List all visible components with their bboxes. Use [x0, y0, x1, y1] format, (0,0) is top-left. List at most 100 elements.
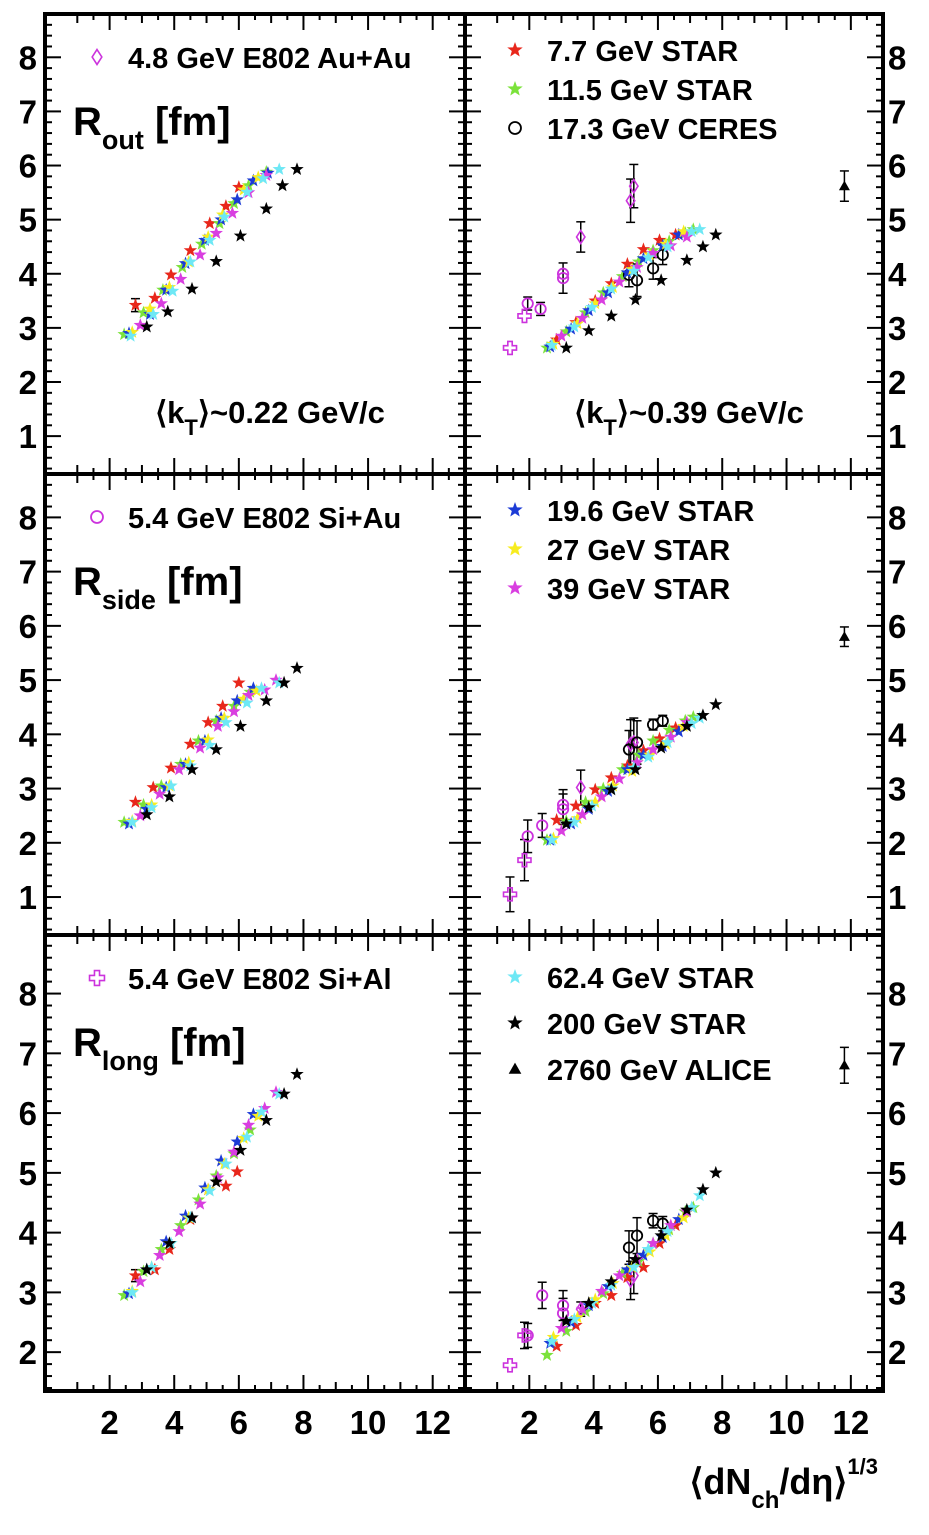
y-tick-label-right: 2 — [888, 1334, 906, 1371]
x-tick-label: 2 — [520, 1404, 538, 1441]
y-tick-label-left: 3 — [19, 771, 37, 808]
star-marker — [709, 227, 723, 241]
kt-label-sub: T — [184, 415, 198, 440]
star-marker — [219, 199, 233, 212]
cross-marker — [502, 1358, 518, 1373]
star-marker — [709, 697, 723, 711]
panel-title-sub: out — [102, 125, 144, 155]
star-marker — [507, 501, 523, 517]
y-tick-label-right: 3 — [888, 1274, 906, 1311]
legend-label: 39 GeV STAR — [547, 574, 730, 606]
y-tick-label-right: 3 — [888, 771, 906, 808]
star-marker — [185, 281, 199, 295]
star-marker — [507, 540, 523, 556]
circle-marker — [622, 1241, 636, 1254]
triangle-marker — [838, 180, 850, 191]
kt-label-pre: ⟨k — [574, 395, 604, 430]
star-marker — [290, 661, 304, 674]
star-marker — [146, 780, 160, 794]
panel-title-main: R — [73, 1021, 102, 1065]
y-tick-label-left: 7 — [19, 1035, 37, 1072]
x-tick-label: 10 — [350, 1404, 387, 1441]
y-tick-label-left: 6 — [19, 608, 37, 645]
panel-title: Rout [fm] — [73, 100, 231, 155]
kt-label-post: ⟩~0.39 GeV/c — [617, 395, 804, 430]
y-tick-label-left: 1 — [19, 418, 37, 455]
star-marker — [232, 675, 246, 689]
triangle-marker — [838, 631, 850, 641]
x-tick-label: 8 — [713, 1404, 731, 1441]
star-marker — [259, 201, 274, 215]
circle-marker — [521, 1329, 534, 1342]
x-tick-label: 4 — [584, 1404, 603, 1441]
data-markers — [117, 162, 850, 1373]
star-marker — [193, 247, 207, 261]
panel-title-unit: [fm] — [144, 100, 231, 144]
star-marker — [227, 704, 241, 718]
y-tick-label-left: 2 — [19, 825, 37, 862]
star-marker — [233, 719, 248, 732]
y-tick-label-right: 7 — [888, 93, 906, 130]
y-tick-label-right: 4 — [888, 1215, 907, 1252]
y-tick-label-right: 5 — [888, 662, 906, 699]
star-marker — [233, 228, 248, 242]
circle-marker — [646, 262, 660, 275]
triangle-marker — [508, 1062, 522, 1074]
circle-marker — [90, 510, 104, 524]
cross-marker — [88, 969, 106, 987]
x-tick-label: 2 — [100, 1404, 118, 1441]
y-tick-label-left: 5 — [19, 1155, 37, 1192]
y-tick-label-left: 6 — [19, 1095, 37, 1132]
panel-title-main: R — [73, 100, 102, 144]
panel-frame — [43, 472, 467, 937]
circle-marker — [622, 743, 636, 756]
y-tick-label-right: 4 — [888, 716, 907, 753]
y-tick-label-right: 8 — [888, 976, 906, 1013]
panel-title-sub: side — [102, 585, 156, 615]
y-tick-label-right: 6 — [888, 1095, 906, 1132]
star-marker — [582, 323, 596, 337]
y-tick-label-right: 6 — [888, 608, 906, 645]
star-marker — [162, 789, 177, 803]
kt-label: ⟨kT⟩~0.22 GeV/c — [155, 395, 385, 440]
axis-tick-labels: 2 4 6 8 10 12 2 4 6 8 10 121 12 23 34 45 56 67 78 81 12 23 34 4… — [19, 39, 907, 1441]
star-marker — [709, 1165, 723, 1179]
y-tick-label-right: 3 — [888, 310, 906, 347]
star-marker — [128, 795, 143, 808]
legend-label: 17.3 GeV CERES — [547, 114, 778, 146]
star-marker — [272, 162, 286, 176]
star-marker — [507, 80, 523, 96]
star-marker — [604, 308, 618, 322]
legend-label: 11.5 GeV STAR — [547, 75, 753, 107]
circle-marker — [630, 1229, 644, 1242]
x-axis-title: ⟨dNch/dη⟩1/3 — [689, 1454, 878, 1514]
y-tick-label-right: 5 — [888, 1155, 906, 1192]
circle-marker — [556, 803, 570, 816]
panel-title: Rlong [fm] — [73, 1021, 246, 1076]
legend-label: 27 GeV STAR — [547, 535, 730, 567]
circle-marker — [534, 302, 547, 316]
circle-marker — [508, 121, 522, 135]
y-tick-label-right: 7 — [888, 554, 906, 591]
star-marker — [172, 1224, 186, 1238]
y-tick-label-left: 4 — [19, 716, 38, 753]
star-marker — [507, 579, 523, 595]
circle-marker — [521, 297, 534, 310]
circle-marker — [556, 798, 570, 811]
y-tick-label-right: 8 — [888, 499, 906, 536]
cross-marker — [502, 340, 518, 356]
x-tick-label: 4 — [165, 1404, 184, 1441]
panel-title-unit: [fm] — [156, 560, 243, 604]
x-tick-label: 8 — [294, 1404, 312, 1441]
y-tick-label-right: 1 — [888, 879, 906, 916]
star-marker — [183, 243, 198, 257]
panel-frame — [43, 933, 467, 1393]
triangle-marker — [838, 1059, 850, 1070]
star-marker — [209, 254, 223, 268]
y-tick-label-right: 8 — [888, 39, 906, 76]
diamond-marker — [628, 1267, 639, 1284]
star-marker — [215, 699, 230, 712]
star-marker — [507, 41, 523, 57]
y-tick-label-left: 2 — [19, 364, 37, 401]
star-marker — [203, 216, 217, 230]
